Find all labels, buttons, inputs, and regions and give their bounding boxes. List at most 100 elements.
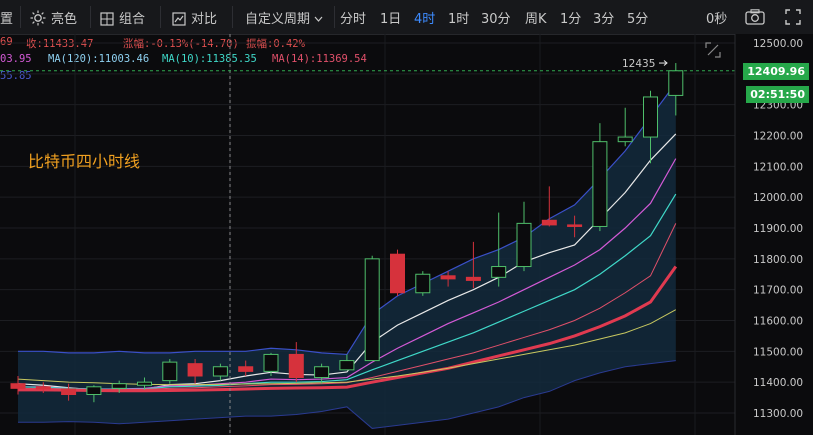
seconds-toggle[interactable]: 0秒 <box>706 12 728 27</box>
info-row1-item: 涨幅:-0.13%(-14.70) <box>123 38 239 50</box>
y-axis-tick-label: 11900.00 <box>753 223 803 235</box>
toolbar-item-label: 1时 <box>448 12 470 27</box>
chevron-down-icon <box>314 11 323 26</box>
compare-icon <box>172 12 186 30</box>
candle-body <box>465 276 481 281</box>
toolbar-item-9[interactable]: 30分 <box>481 8 511 27</box>
toolbar-item-label: 亮色 <box>51 12 78 27</box>
toolbar-item-1[interactable]: 亮色 <box>30 8 77 30</box>
candle-body <box>339 360 355 371</box>
toolbar-item-0[interactable]: 置 <box>0 8 13 27</box>
candle-body <box>440 275 456 280</box>
ma-line-thick-red <box>18 265 678 393</box>
toolbar-item-label: 1分 <box>560 12 582 27</box>
toolbar-item-8[interactable]: 1时 <box>448 8 469 27</box>
toolbar-item-label: 置 <box>0 12 14 27</box>
collapse-icon-corner <box>705 42 711 48</box>
candle-body <box>364 258 380 362</box>
candle-body <box>111 383 127 389</box>
toolbar-item-10[interactable]: 周K <box>525 8 547 27</box>
candle-body <box>314 366 330 379</box>
y-axis-tick-label: 12100.00 <box>753 161 803 173</box>
candle-body <box>415 273 431 294</box>
camera-icon[interactable] <box>745 9 765 29</box>
toolbar-item-label: 对比 <box>191 12 218 27</box>
toolbar-item-11[interactable]: 1分 <box>560 8 581 27</box>
bollinger-lower-line <box>18 360 676 429</box>
toolbar-separator <box>20 6 21 28</box>
toolbar-separator <box>90 6 91 28</box>
candle-body <box>137 381 152 386</box>
candle-body <box>61 388 77 396</box>
toolbar-separator <box>232 6 233 28</box>
y-axis-tick-label: 11700.00 <box>753 285 803 297</box>
toolbar-item-3[interactable]: 对比 <box>172 8 217 30</box>
toolbar-item-5[interactable]: 分时 <box>340 8 366 27</box>
candle-body <box>668 70 684 96</box>
toolbar-item-label: 1日 <box>380 12 402 27</box>
info-row1-item: 69 <box>0 36 13 48</box>
candle-body <box>491 266 507 278</box>
current-price-label: 12409.96 <box>743 63 809 80</box>
collapse-icon-corner <box>715 52 721 58</box>
candle-body <box>516 222 532 268</box>
y-axis-tick-label: 12000.00 <box>753 192 803 204</box>
toolbar-item-13[interactable]: 5分 <box>627 8 648 27</box>
info-row2-item: MA(120):11003.46 <box>48 53 150 65</box>
candle-body <box>567 224 583 227</box>
y-axis-tick-label: 12500.00 <box>753 38 803 50</box>
info-row2-item: MA(14):11369.54 <box>272 53 367 65</box>
collapse-icon-diagonal <box>707 44 719 56</box>
toolbar-item-7[interactable]: 4时 <box>414 8 435 27</box>
y-axis-tick-label: 12200.00 <box>753 131 803 143</box>
candle-body <box>187 363 203 377</box>
candle-body <box>592 141 608 227</box>
y-axis-tick-label: 11300.00 <box>753 408 803 420</box>
candle-body <box>643 96 658 138</box>
ma-line-MA(120) <box>17 309 677 386</box>
candlestick-chart[interactable]: 12435比特币四小时线12500.0012400.0012300.001220… <box>0 34 813 435</box>
candle-body <box>162 361 178 382</box>
toolbar-item-label: 周K <box>525 12 547 27</box>
countdown-label: 02:51:50 <box>746 86 809 103</box>
info-row2-item: 03.95 <box>0 53 32 65</box>
toolbar-item-label: 自定义周期 <box>245 12 311 27</box>
info-row1-item: 振幅:0.42% <box>246 38 305 50</box>
toolbar-item-2[interactable]: 组合 <box>100 8 145 30</box>
collapse-icon[interactable] <box>705 42 721 58</box>
toolbar-item-6[interactable]: 1日 <box>380 8 401 27</box>
grid-icon <box>100 12 114 30</box>
candle-body <box>238 366 254 372</box>
fullscreen-icon[interactable] <box>785 9 801 29</box>
toolbar-item-label: 3分 <box>593 12 615 27</box>
info-row3-item: 55.85 <box>0 70 32 82</box>
toolbar-item-label: 30分 <box>481 12 511 27</box>
info-row2-item: MA(10):11385.35 <box>162 53 257 65</box>
toolbar-item-label: 分时 <box>340 12 367 27</box>
bollinger-band-fill <box>18 83 676 429</box>
toolbar-item-4[interactable]: 自定义周期 <box>245 8 323 27</box>
chart-annotation: 比特币四小时线 <box>28 152 140 171</box>
toolbar-item-label: 5分 <box>627 12 649 27</box>
toolbar: 置 亮色 组合 对比 自定义周期 分时 1日 4时 1时 30分 周K 1分 3分 5分 0秒 <box>0 0 813 35</box>
candle-body <box>10 383 26 389</box>
info-row1-item: 收:11433.47 <box>26 38 94 50</box>
y-axis-tick-label: 11400.00 <box>753 377 803 389</box>
candle-body <box>86 386 102 395</box>
toolbar-separator <box>160 6 161 28</box>
y-axis-tick-label: 11500.00 <box>753 346 803 358</box>
candle-body <box>288 353 304 379</box>
high-marker-label: 12435 <box>622 58 655 70</box>
toolbar-item-12[interactable]: 3分 <box>593 8 614 27</box>
candle-body <box>212 366 228 377</box>
toolbar-item-label: 组合 <box>119 12 146 27</box>
toolbar-item-label: 4时 <box>414 12 436 27</box>
y-axis-tick-label: 11600.00 <box>753 316 803 328</box>
candle-body <box>541 219 557 226</box>
candle-body <box>390 253 405 294</box>
candle-body <box>617 136 633 143</box>
sun-icon <box>30 10 46 30</box>
toolbar-separator <box>334 6 335 28</box>
candle-body <box>263 353 279 372</box>
y-axis-tick-label: 11800.00 <box>753 254 803 266</box>
